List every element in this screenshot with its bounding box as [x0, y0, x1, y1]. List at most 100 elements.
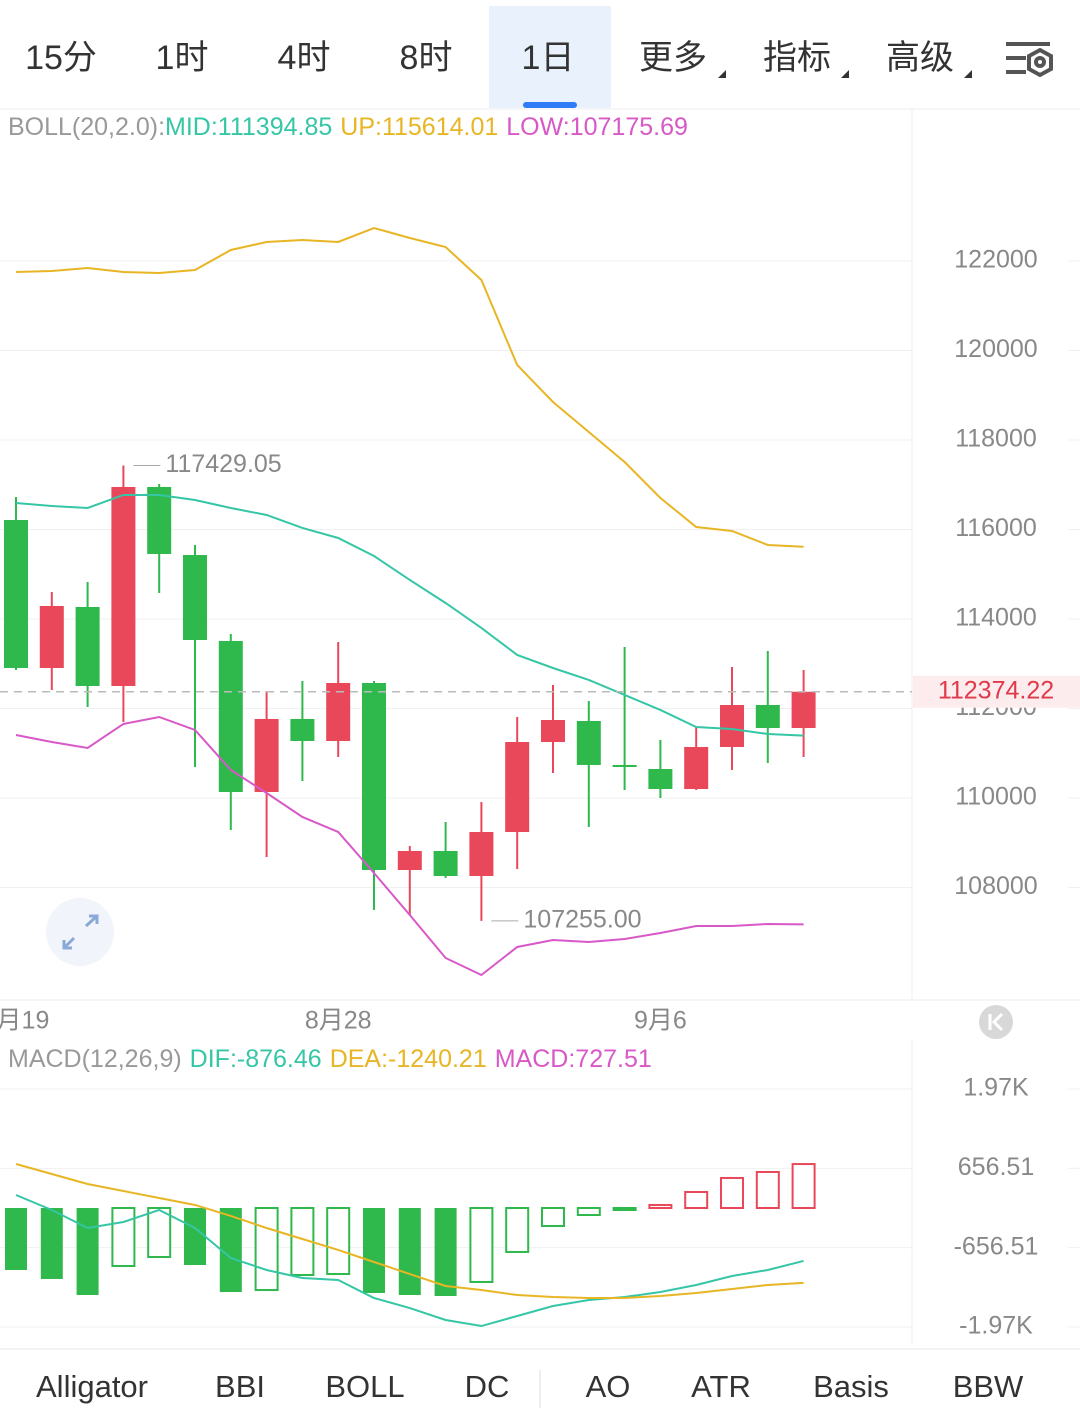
y-tick-label: 122000	[954, 246, 1037, 274]
macd-legend: MACD(12,26,9) DIF:-876.46 DEA:-1240.21 MACD…	[8, 1045, 652, 1073]
indicator-line	[15, 1194, 804, 1328]
timeframe-tab[interactable]: 4时	[278, 39, 331, 77]
legend-dea: DEA:-1240.21	[330, 1045, 487, 1073]
indicator-tab[interactable]: AO	[586, 1369, 631, 1404]
candle-body	[147, 486, 172, 554]
indicator-tab[interactable]: BOLL	[325, 1369, 404, 1404]
macd-bar	[791, 1163, 816, 1209]
expand-button[interactable]	[46, 898, 114, 966]
macd-bar	[398, 1207, 421, 1295]
macd-bar	[326, 1206, 351, 1276]
annotation-label: 107255.00	[523, 905, 641, 933]
candle-body	[612, 764, 637, 767]
y-tick-label: 110000	[955, 783, 1037, 811]
candle-body	[505, 742, 530, 833]
candle-body	[648, 768, 673, 790]
candle-body	[254, 718, 279, 792]
last-price-box	[913, 675, 1080, 708]
y-tick-label: 120000	[954, 335, 1037, 363]
macd-bar	[76, 1207, 99, 1295]
macd-bar	[576, 1206, 601, 1217]
y-tick-label: 1.97K	[963, 1074, 1029, 1102]
candle-body	[183, 555, 207, 640]
candle-body	[397, 850, 422, 870]
macd-bar	[219, 1207, 242, 1293]
candle-body	[4, 520, 28, 668]
y-tick-label: -656.51	[954, 1232, 1039, 1260]
macd-bar	[254, 1206, 279, 1292]
timeframe-tab[interactable]: 1日	[522, 39, 575, 77]
candle-body	[39, 605, 64, 668]
boll-legend: BOLL(20,2.0):MID:111394.85 UP:115614.01 LO…	[8, 113, 688, 141]
y-tick-label: 114000	[955, 604, 1037, 632]
candle-body	[290, 718, 315, 741]
last-price-label: 112374.22	[938, 676, 1054, 704]
macd-bar	[648, 1203, 673, 1209]
indicator-tab[interactable]: BBW	[953, 1369, 1024, 1404]
indicator-line	[15, 715, 804, 977]
legend-mid: MID:111394.85	[165, 113, 332, 141]
candle-body	[218, 640, 243, 792]
macd-bar	[40, 1207, 63, 1279]
candle-body	[541, 719, 565, 743]
timeframe-tab[interactable]: 更多	[639, 39, 707, 77]
scroll-latest-button[interactable]	[979, 1005, 1013, 1039]
indicator-tab[interactable]: Basis	[813, 1369, 889, 1404]
macd-bar	[684, 1190, 709, 1209]
timeframe-tab[interactable]: 15分	[25, 39, 97, 77]
timeframe-tab[interactable]: 指标	[763, 39, 831, 77]
candle-body	[111, 486, 136, 686]
timeframe-tab[interactable]: 高级	[886, 39, 954, 77]
indicator-line	[15, 1163, 804, 1299]
macd-bar	[5, 1207, 27, 1270]
macd-bar	[469, 1206, 494, 1283]
settings-icon[interactable]	[1006, 42, 1053, 78]
indicator-name: MACD(12,26,9)	[8, 1045, 182, 1073]
active-tab-indicator	[523, 102, 577, 108]
y-tick-label: 116000	[955, 514, 1037, 542]
candle-body	[755, 705, 780, 729]
legend-macd: MACD:727.51	[495, 1045, 652, 1073]
indicator-line	[15, 226, 804, 548]
candle-body	[720, 705, 744, 747]
macd-bar	[755, 1170, 780, 1209]
macd-bar	[541, 1206, 565, 1227]
macd-bar	[363, 1207, 385, 1293]
macd-bar	[505, 1206, 530, 1253]
macd-bar	[612, 1206, 637, 1211]
y-tick-label: 108000	[954, 872, 1037, 900]
candle-body	[433, 850, 458, 876]
macd-bar	[434, 1207, 457, 1297]
legend-dif: DIF:-876.46	[190, 1045, 322, 1073]
annotation-label: 117429.05	[165, 450, 281, 478]
candle-body	[684, 746, 709, 790]
indicator-tab[interactable]: Alligator	[36, 1369, 148, 1404]
x-tick-label: 8月28	[305, 1007, 372, 1035]
y-tick-label: 656.51	[958, 1153, 1034, 1181]
candle-body	[75, 607, 100, 686]
indicator-tab[interactable]: BBI	[215, 1369, 265, 1404]
timeframe-tab[interactable]: 1时	[156, 39, 209, 77]
macd-bar	[720, 1176, 744, 1209]
candle-body	[326, 682, 351, 741]
y-tick-label: -1.97K	[959, 1312, 1033, 1340]
indicator-name: BOLL(20,2.0):	[8, 113, 165, 141]
x-tick-label: 9月6	[634, 1007, 687, 1035]
legend-up: UP:115614.01	[340, 113, 498, 141]
dropdown-arrows	[718, 70, 972, 78]
timeframe-tab[interactable]: 8时	[400, 39, 453, 77]
x-tick-label: 8月19	[0, 1007, 49, 1035]
indicator-tab[interactable]: DC	[465, 1369, 510, 1404]
candle-body	[469, 832, 494, 876]
candle-body	[576, 720, 601, 765]
indicator-tab[interactable]: ATR	[691, 1369, 751, 1404]
candle-body	[362, 682, 386, 870]
legend-low: LOW:107175.69	[506, 113, 688, 141]
y-tick-label: 118000	[955, 425, 1037, 453]
macd-bar	[184, 1207, 206, 1266]
candle-body	[791, 691, 816, 729]
indicator-line	[15, 493, 804, 737]
macd-bar	[147, 1206, 172, 1258]
active-tab-bg	[489, 6, 611, 108]
